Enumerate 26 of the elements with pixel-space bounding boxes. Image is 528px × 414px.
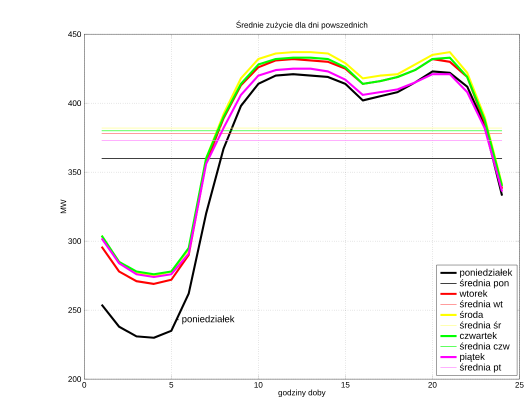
x-tick-label: 25 [515,382,524,388]
legend-label: wtorek [460,290,488,297]
annotation: - poniedziałek [176,315,235,324]
legend-label: czwartek [460,332,498,339]
legend-label: średnia pt [460,363,502,372]
x-tick-label: 20 [428,382,437,388]
y-tick-label: 300 [68,238,82,244]
x-tick-label: 10 [254,382,263,388]
y-tick-label: 200 [68,376,82,382]
y-axis-title: MW [60,199,66,214]
x-tick-label: 5 [169,382,174,388]
x-axis-title: godziny doby [278,389,326,397]
x-tick-label: 15 [341,382,350,388]
legend-label: piątek [460,352,485,362]
chart-title: Średnie zużycie dla dni powszednich [236,20,368,30]
y-tick-label: 250 [68,307,82,313]
y-tick-label: 400 [68,100,82,106]
legend-label: średnia wt [460,300,503,308]
legend-label: średnia śr [460,321,502,328]
legend-label: średnia pon [460,279,509,288]
x-tick-label: 0 [82,382,86,388]
y-tick-label: 450 [68,31,82,37]
legend-label: środa [460,310,484,318]
legend-label: średnia czw [460,342,510,350]
legend-label: poniedziałek [460,268,512,278]
y-tick-label: 350 [68,169,82,175]
